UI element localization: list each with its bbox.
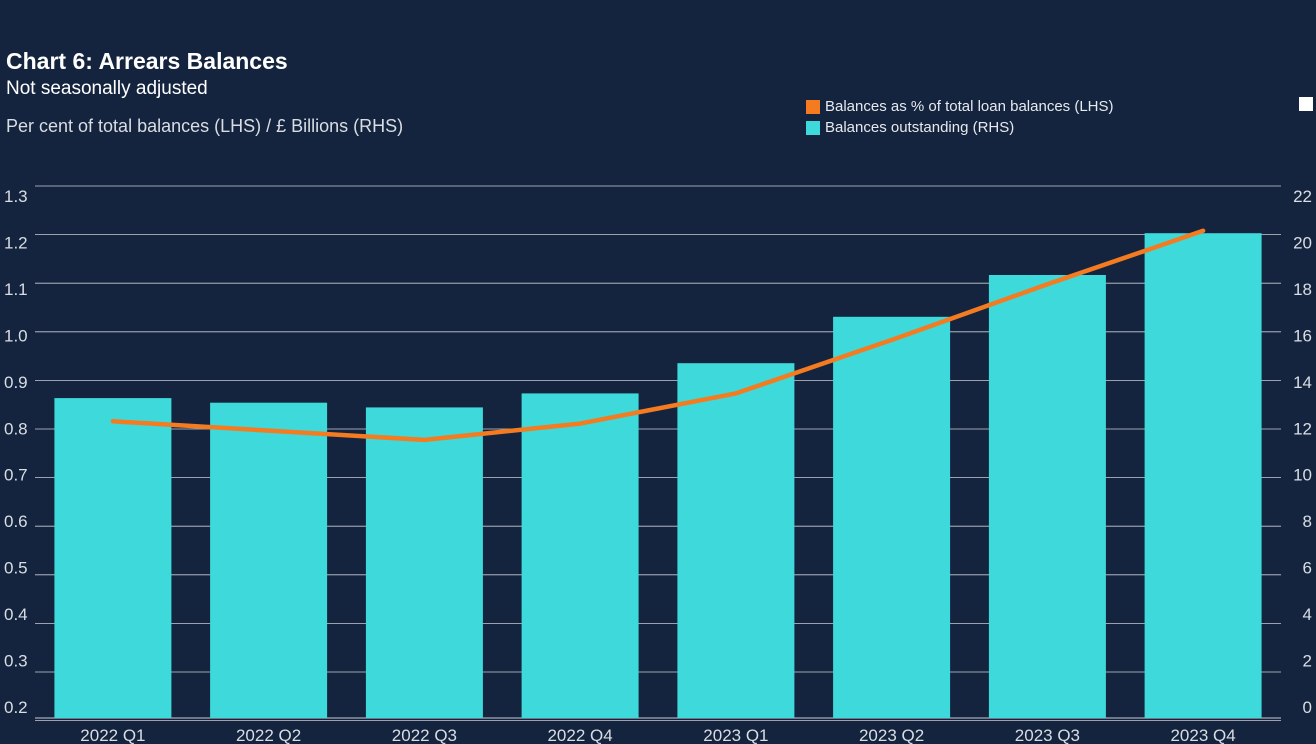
y-left-tick-label: 0.2 (4, 698, 28, 717)
x-tick-label: 2023 Q3 (1015, 726, 1080, 744)
x-tick-label: 2023 Q1 (703, 726, 768, 744)
y-left-tick-label: 1.3 (4, 187, 28, 206)
y-left-tick-label: 1.0 (4, 326, 28, 345)
y-right-tick-label: 22 (1293, 187, 1312, 206)
y-left-tick-label: 0.6 (4, 512, 28, 531)
y-right-tick-label: 2 (1303, 652, 1312, 671)
y-left-tick-label: 1.1 (4, 280, 28, 299)
x-tick-label: 2022 Q1 (80, 726, 145, 744)
y-right-tick-label: 12 (1293, 419, 1312, 438)
x-tick-label: 2022 Q2 (236, 726, 301, 744)
y-left-tick-label: 0.5 (4, 559, 28, 578)
bar (210, 403, 327, 718)
chart-plot: 0.2 0.3 0.4 0.5 0.6 0.7 0.8 0.9 1.0 1.1 1.2 1.3 0 2 4 6… (0, 0, 1316, 744)
y-right-tick-label: 20 (1293, 234, 1312, 253)
y-right-tick-label: 16 (1293, 326, 1312, 345)
y-right-tick-label: 8 (1303, 512, 1312, 531)
y-left-tick-label: 0.8 (4, 419, 28, 438)
y-right-tick-label: 6 (1303, 559, 1312, 578)
bar (677, 363, 794, 718)
x-tick-label: 2023 Q4 (1170, 726, 1235, 744)
y-right-tick-label: 0 (1303, 698, 1312, 717)
y-right-tick-label: 14 (1293, 373, 1312, 392)
y-right-tick-label: 4 (1303, 605, 1312, 624)
y-left-tick-label: 0.7 (4, 466, 28, 485)
bar (1145, 233, 1262, 718)
x-tick-label: 2023 Q2 (859, 726, 924, 744)
y-left-tick-label: 0.3 (4, 652, 28, 671)
y-left-tick-label: 1.2 (4, 234, 28, 253)
bar (54, 398, 171, 718)
y-left-tick-label: 0.4 (4, 605, 28, 624)
bar (366, 407, 483, 718)
y-right-tick-label: 10 (1293, 466, 1312, 485)
x-tick-label: 2022 Q4 (547, 726, 612, 744)
bar (522, 393, 639, 718)
x-tick-label: 2022 Q3 (392, 726, 457, 744)
y-left-tick-label: 0.9 (4, 373, 28, 392)
y-right-tick-label: 18 (1293, 280, 1312, 299)
bar (833, 317, 950, 718)
bar (989, 275, 1106, 718)
